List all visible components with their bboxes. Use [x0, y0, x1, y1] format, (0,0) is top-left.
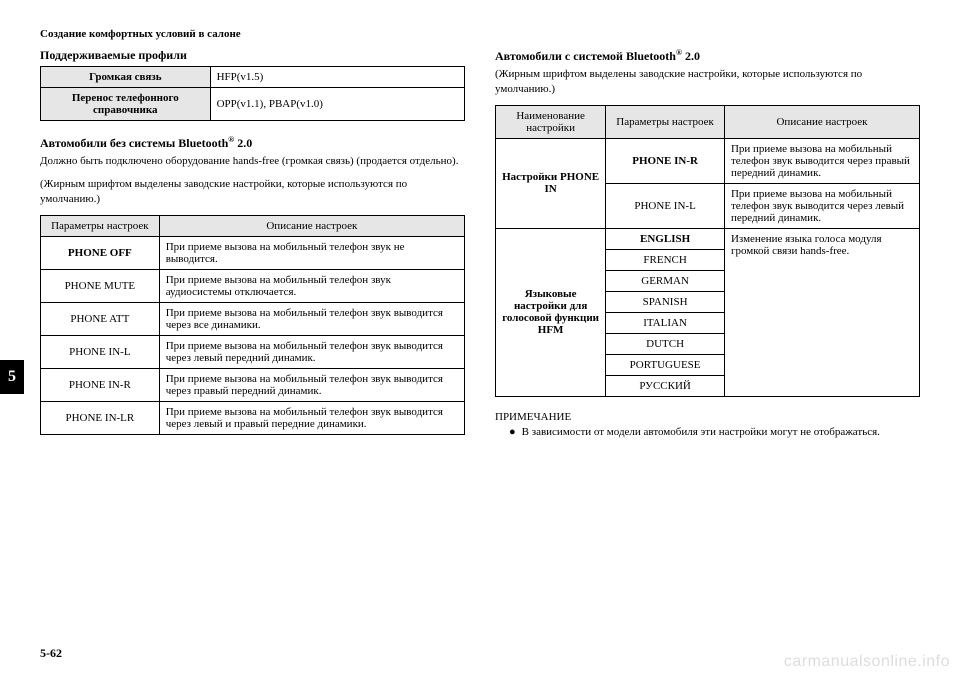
watermark: carmanualsonline.info	[784, 653, 950, 671]
param-cell: GERMAN	[606, 270, 725, 291]
desc-cell: При приеме вызова на мобильный телефон з…	[159, 236, 464, 269]
col-header-name: Наименование настройки	[496, 105, 606, 138]
content-columns: Поддерживаемые профили Громкая связь HFP…	[40, 48, 920, 449]
table-row: PHONE IN-LR При приеме вызова на мобильн…	[41, 401, 465, 434]
note-text: В зависимости от модели автомобиля эти н…	[522, 425, 880, 440]
with-bt-p1: (Жирным шрифтом выделены заводские настр…	[495, 67, 920, 97]
param-cell: PHONE IN-LR	[41, 401, 160, 434]
table-row: Языковые настройки для голосовой функции…	[496, 228, 920, 249]
col-header-desc: Описание настроек	[724, 105, 919, 138]
param-cell: РУССКИЙ	[606, 375, 725, 396]
table-header-row: Наименование настройки Параметры настрое…	[496, 105, 920, 138]
desc-cell: При приеме вызова на мобильный телефон з…	[159, 401, 464, 434]
desc-cell: Изменение языка голоса модуля громкой св…	[724, 228, 919, 396]
page-number: 5-62	[40, 646, 62, 661]
param-cell: PHONE IN-L	[606, 183, 725, 228]
table-row: PHONE MUTE При приеме вызова на мобильны…	[41, 269, 465, 302]
table-row: PHONE OFF При приеме вызова на мобильный…	[41, 236, 465, 269]
profile-value: HFP(v1.5)	[210, 67, 464, 88]
table-row: Громкая связь HFP(v1.5)	[41, 67, 465, 88]
table-row: PHONE ATT При приеме вызова на мобильный…	[41, 302, 465, 335]
note-title: ПРИМЕЧАНИЕ	[495, 411, 920, 423]
desc-cell: При приеме вызова на мобильный телефон з…	[724, 183, 919, 228]
left-column: Поддерживаемые профили Громкая связь HFP…	[40, 48, 465, 449]
without-bt-p2: (Жирным шрифтом выделены заводские настр…	[40, 177, 465, 207]
profiles-table: Громкая связь HFP(v1.5) Перенос телефонн…	[40, 66, 465, 121]
table-header-row: Параметры настроек Описание настроек	[41, 215, 465, 236]
param-cell: PHONE OFF	[41, 236, 160, 269]
col-header-param: Параметры настроек	[606, 105, 725, 138]
group-name: Языковые настройки для голосовой функции…	[496, 228, 606, 396]
param-cell: PHONE ATT	[41, 302, 160, 335]
profiles-title: Поддерживаемые профили	[40, 48, 465, 63]
param-cell: PORTUGUESE	[606, 354, 725, 375]
note-item: ● В зависимости от модели автомобиля эти…	[509, 425, 920, 440]
page-header: Создание комфортных условий в салоне	[40, 28, 920, 40]
table-row: PHONE IN-R При приеме вызова на мобильны…	[41, 368, 465, 401]
profile-name: Громкая связь	[41, 67, 211, 88]
without-bt-p1: Должно быть подключено оборудование hand…	[40, 154, 465, 169]
desc-cell: При приеме вызова на мобильный телефон з…	[159, 302, 464, 335]
param-cell: PHONE IN-L	[41, 335, 160, 368]
col-header-param: Параметры настроек	[41, 215, 160, 236]
desc-cell: При приеме вызова на мобильный телефон з…	[159, 335, 464, 368]
title-text: Автомобили без системы Bluetooth	[40, 136, 228, 150]
desc-cell: При приеме вызова на мобильный телефон з…	[159, 368, 464, 401]
profile-name: Перенос телефонного справочника	[41, 88, 211, 121]
col-header-desc: Описание настроек	[159, 215, 464, 236]
bullet-icon: ●	[509, 425, 516, 440]
table-row: PHONE IN-L При приеме вызова на мобильны…	[41, 335, 465, 368]
desc-cell: При приеме вызова на мобильный телефон з…	[159, 269, 464, 302]
right-settings-table: Наименование настройки Параметры настрое…	[495, 105, 920, 397]
param-cell: DUTCH	[606, 333, 725, 354]
param-cell: SPANISH	[606, 291, 725, 312]
right-column: Автомобили с системой Bluetooth® 2.0 (Жи…	[495, 48, 920, 449]
param-cell: PHONE MUTE	[41, 269, 160, 302]
param-cell: PHONE IN-R	[606, 138, 725, 183]
chapter-tab: 5	[0, 360, 24, 394]
param-cell: PHONE IN-R	[41, 368, 160, 401]
table-row: Настройки PHONE IN PHONE IN-R При приеме…	[496, 138, 920, 183]
left-settings-table: Параметры настроек Описание настроек PHO…	[40, 215, 465, 435]
profile-value: OPP(v1.1), PBAP(v1.0)	[210, 88, 464, 121]
param-cell: ENGLISH	[606, 228, 725, 249]
desc-cell: При приеме вызова на мобильный телефон з…	[724, 138, 919, 183]
group-name: Настройки PHONE IN	[496, 138, 606, 228]
title-suffix: 2.0	[234, 136, 252, 150]
title-text: Автомобили с системой Bluetooth	[495, 49, 676, 63]
table-row: Перенос телефонного справочника OPP(v1.1…	[41, 88, 465, 121]
param-cell: FRENCH	[606, 249, 725, 270]
without-bt-title: Автомобили без системы Bluetooth® 2.0	[40, 135, 465, 151]
param-cell: ITALIAN	[606, 312, 725, 333]
with-bt-title: Автомобили с системой Bluetooth® 2.0	[495, 48, 920, 64]
title-suffix: 2.0	[682, 49, 700, 63]
